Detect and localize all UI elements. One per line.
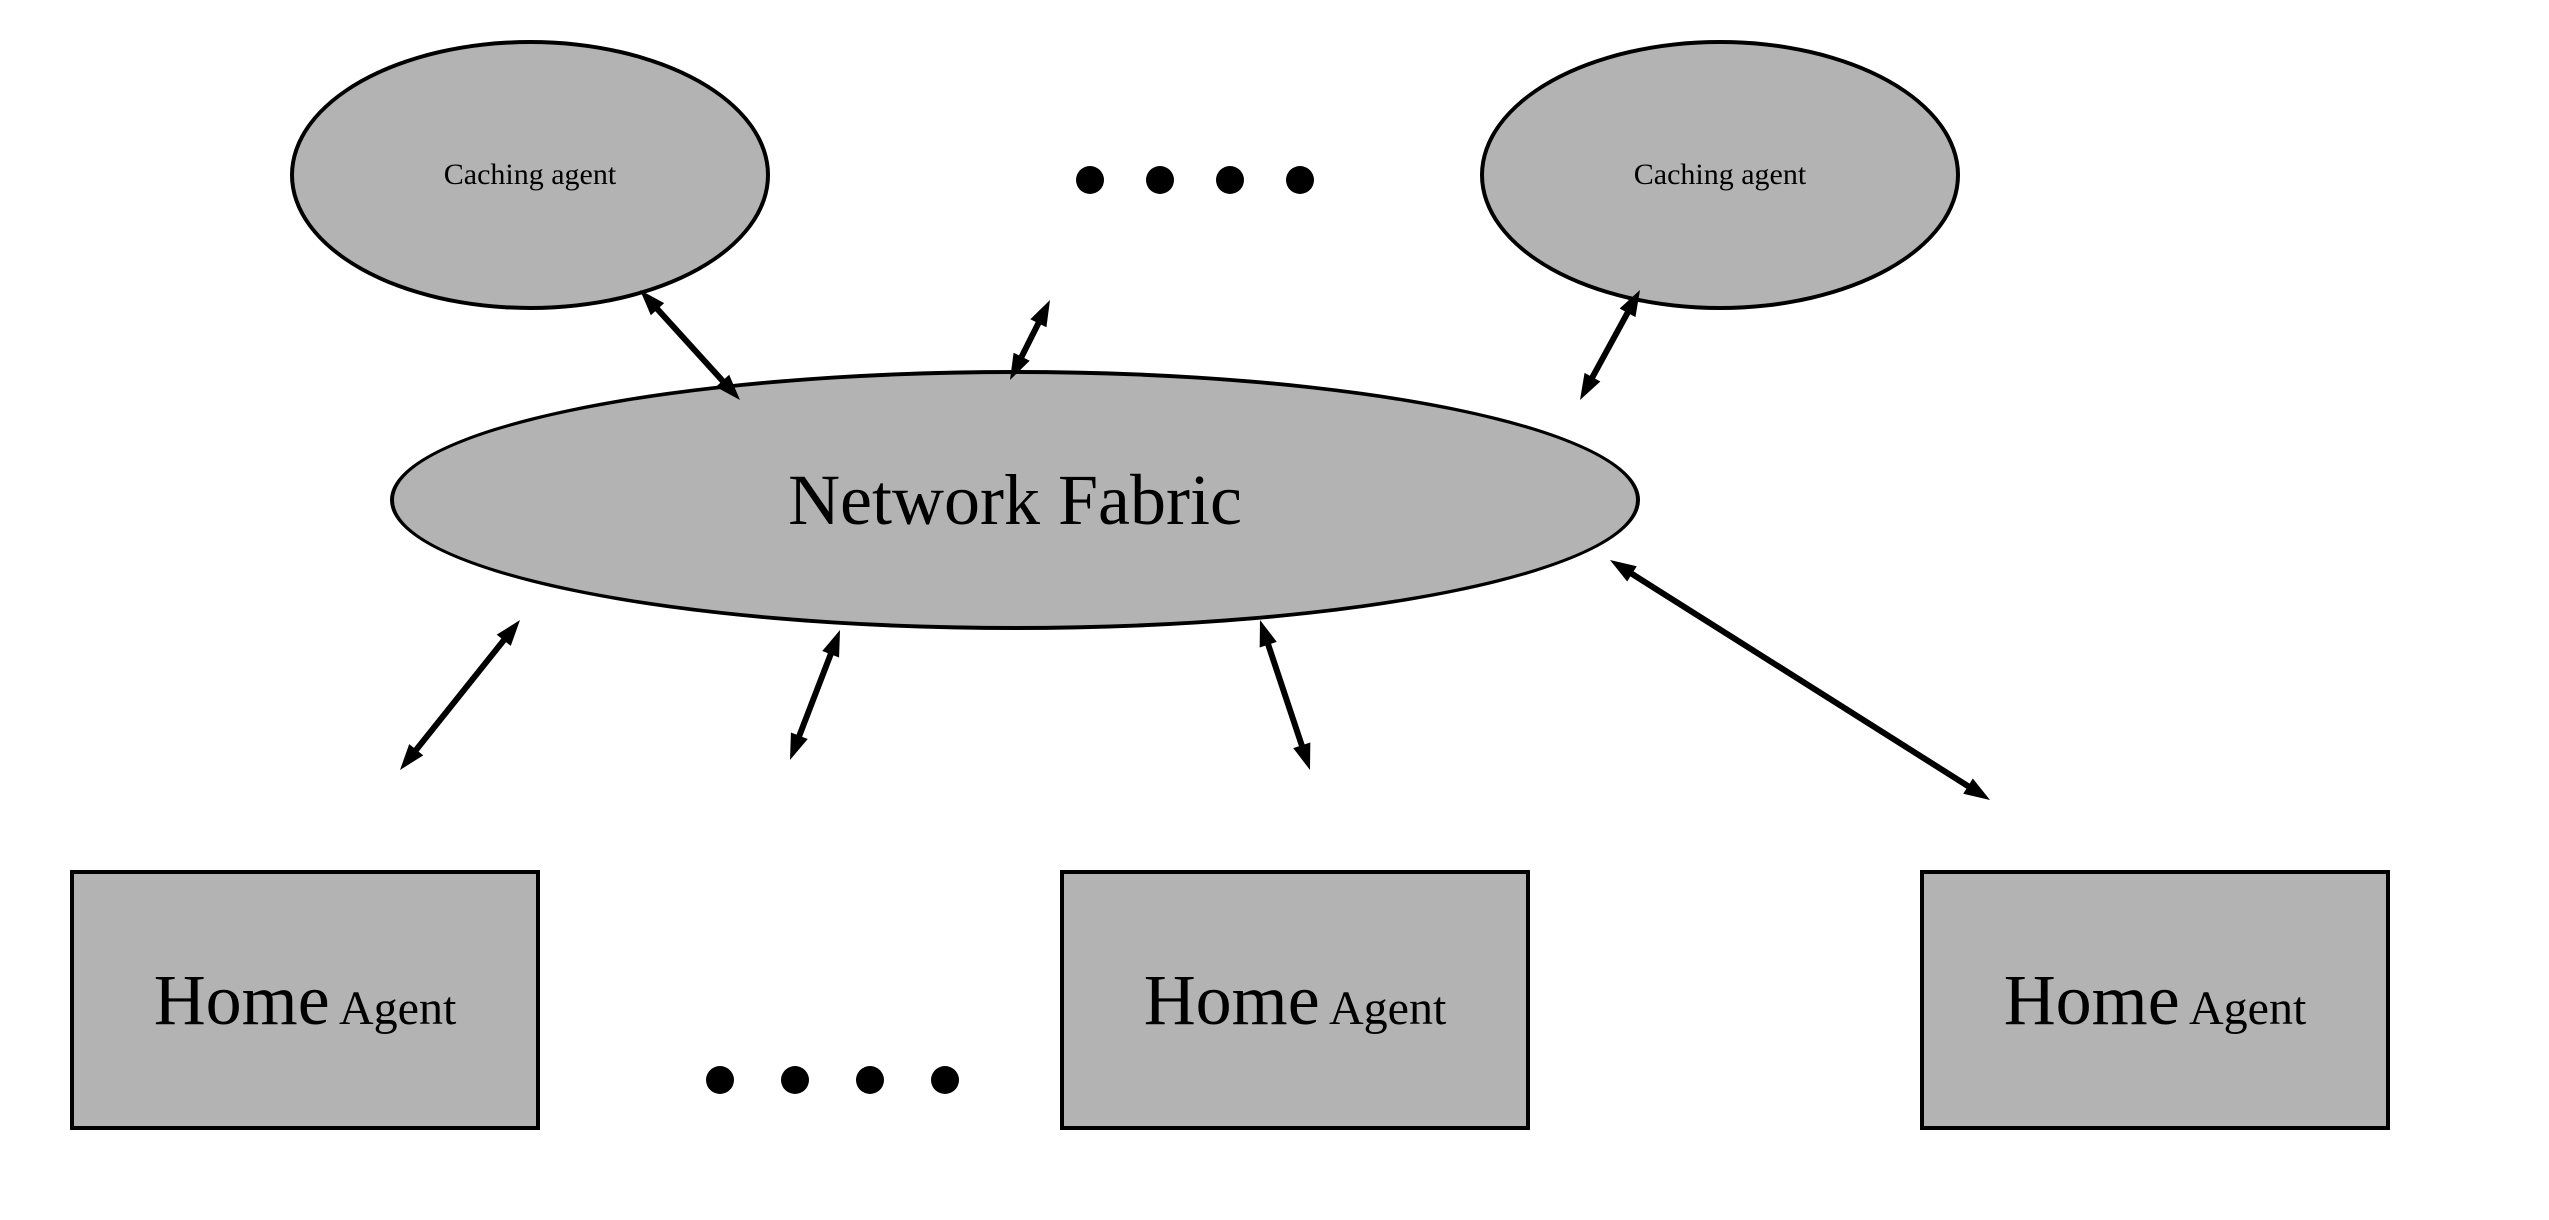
node-home-agent-2: Home Agent (1060, 870, 1530, 1130)
arrow-fabric-dangling (790, 630, 840, 760)
node-home-agent-3: Home Agent (1920, 870, 2390, 1130)
ellipsis-dot-bottom-0 (706, 1066, 734, 1094)
arrow-ca-mid-to-fabric (1010, 300, 1050, 380)
arrow-fabric-to-home1 (400, 620, 520, 770)
label-home-agent-1: Home Agent (154, 964, 457, 1036)
ellipsis-dot-top-3 (1286, 166, 1314, 194)
label-home-agent-2: Home Agent (1144, 964, 1447, 1036)
ellipsis-dot-bottom-2 (856, 1066, 884, 1094)
node-caching-agent-left: Caching agent (290, 40, 770, 310)
ellipsis-dot-bottom-3 (931, 1066, 959, 1094)
arrow-fabric-to-home2 (1260, 620, 1311, 770)
label-caching-agent-left: Caching agent (444, 158, 616, 192)
arrow-fabric-to-home3 (1610, 560, 1990, 800)
node-caching-agent-right: Caching agent (1480, 40, 1960, 310)
label-network-fabric: Network Fabric (788, 459, 1242, 542)
node-home-agent-1: Home Agent (70, 870, 540, 1130)
arrow-ca-right-to-fabric (1580, 290, 1640, 400)
node-network-fabric: Network Fabric (390, 370, 1640, 630)
label-home-agent-3: Home Agent (2004, 964, 2307, 1036)
ellipsis-dot-top-0 (1076, 166, 1104, 194)
diagram-canvas: Caching agent Caching agent Network Fabr… (0, 0, 2549, 1220)
ellipsis-dot-top-1 (1146, 166, 1174, 194)
label-caching-agent-right: Caching agent (1634, 158, 1806, 192)
arrow-ca-left-to-fabric (640, 290, 740, 400)
ellipsis-dot-bottom-1 (781, 1066, 809, 1094)
ellipsis-dot-top-2 (1216, 166, 1244, 194)
